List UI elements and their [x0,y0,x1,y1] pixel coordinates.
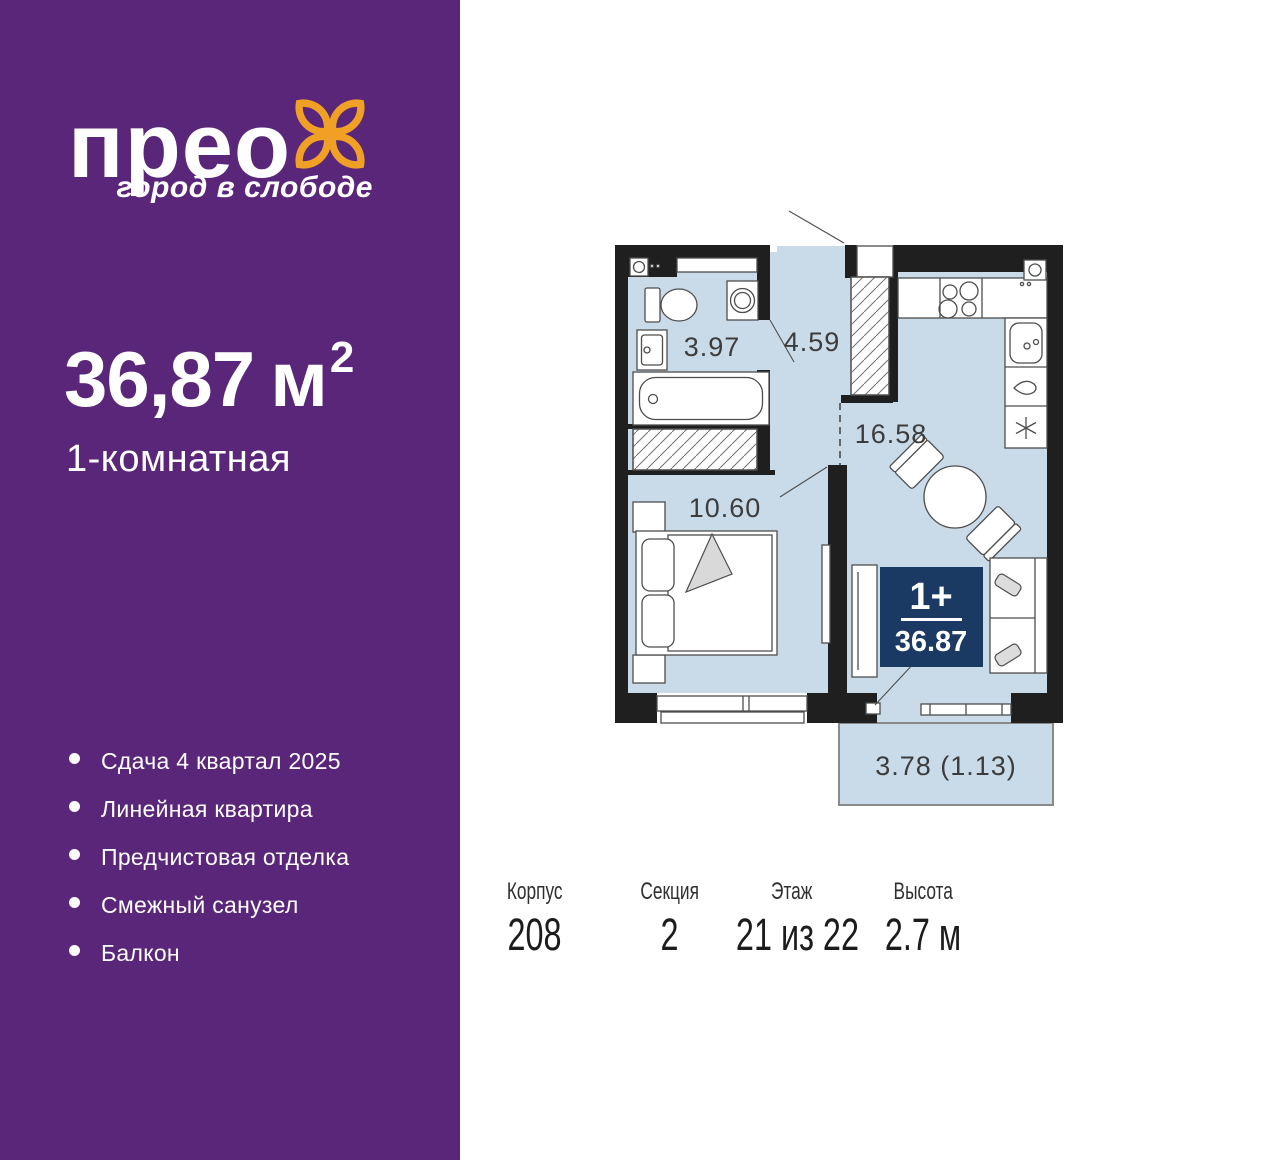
area-title: 36,87 м2 [64,333,355,419]
feature-item: Линейная квартира [68,796,349,823]
area-superscript: 2 [329,333,355,382]
plan-badge: 1+ 36.87 [880,567,983,667]
bathroom-sink [636,329,668,371]
nightstand [632,654,666,684]
entrance-door-swing [788,210,845,244]
area-unit: м [270,335,328,423]
badge-area: 36.87 [895,626,968,658]
vent-box [1019,259,1047,287]
feature-item: Смежный санузел [68,892,349,919]
floor-plan: 1+ 36.87 3.97 4.59 16.58 10.60 3.78 (1.1… [615,210,1063,806]
rooms-label: 1-комнатная [66,438,291,480]
bedroom-window [656,695,808,724]
sofa-pillow [994,573,1022,597]
detail-floor: Этаж 21 из 22 [712,878,872,960]
area-value: 36,87 [64,335,255,423]
brand-tagline: город в слободе [116,171,373,204]
brand-logo-text: прео [68,95,292,197]
shaft [856,245,894,278]
badge-layout: 1+ [909,576,952,618]
shelf-ledge [676,257,758,273]
nightstand [632,501,666,533]
bedroom-door-swing [779,466,828,498]
feature-item: Предчистовая отделка [68,844,349,871]
stove [938,281,979,319]
room-label-balcony: 3.78 (1.13) [875,751,1017,781]
bathtub [632,371,770,426]
kettle [1013,380,1037,395]
balcony [838,722,1054,806]
detail-label: Корпус [507,878,563,905]
detail-section: Секция 2 [610,878,730,960]
washing-machine [726,280,759,321]
detail-value: 208 [507,909,563,960]
room-label-kitchen-living: 16.58 [855,419,928,449]
chair [966,506,1022,562]
tv-cabinet [851,564,878,678]
detail-value: 2 [660,909,680,960]
soft-details [684,532,1022,667]
detail-value: 2.7 м [884,909,962,960]
feature-item: Сдача 4 квартал 2025 [68,748,349,775]
toilet [644,287,698,323]
sidebar: прео город в слободе 36,87 м2 1-комнатная… [0,0,460,1160]
detail-label: Этаж [771,878,813,905]
sofa-pillow [994,643,1022,667]
feature-item: Балкон [68,940,349,967]
brand-flower-icon [295,99,365,169]
detail-label: Секция [640,878,700,905]
dining-table [923,465,987,529]
room-label-bedroom: 10.60 [689,493,762,523]
balcony-threshold [865,702,881,715]
bedroom-door-leaf [821,544,831,644]
fixtures [629,257,1048,724]
room-label-bathroom: 3.97 [684,332,741,362]
room-label-hallway: 4.59 [784,327,841,357]
hallway-wardrobe [850,276,890,396]
chair [889,434,944,489]
detail-height: Высота 2.7 м [853,878,993,960]
blanket-fold [684,532,733,594]
bathroom-door-swing [769,319,795,363]
kitchen-sink [1009,322,1043,364]
detail-label: Высота [893,878,953,905]
detail-value: 21 из 22 [735,909,859,960]
vent-box [629,257,661,277]
features-list: Сдача 4 квартал 2025 Линейная квартира П… [68,748,349,988]
asterisk-icon [1015,417,1037,439]
detail-building: Корпус 208 [475,878,595,960]
bedroom-closet [632,428,758,471]
